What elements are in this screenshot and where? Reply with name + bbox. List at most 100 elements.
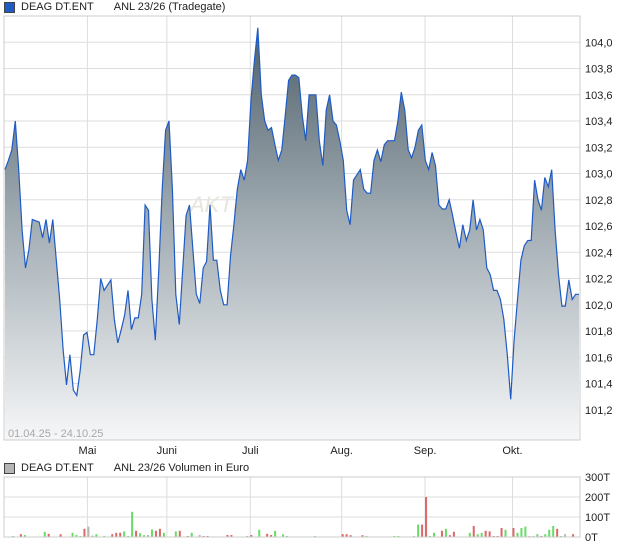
- price-legend: DEAG DT.ENT ANL 23/26 (Tradegate): [4, 1, 225, 13]
- price-y-tick: 103,4: [585, 116, 613, 128]
- price-y-tick: 102,6: [585, 221, 613, 233]
- volume-bar: [524, 526, 527, 537]
- volume-bar: [556, 528, 559, 537]
- volume-bar: [95, 534, 98, 537]
- volume-bar: [143, 535, 146, 537]
- volume-bar: [361, 535, 364, 537]
- volume-bar: [516, 532, 519, 537]
- volume-bar: [226, 535, 229, 537]
- volume-bar: [150, 529, 153, 537]
- volume-bar: [440, 530, 443, 537]
- date-range-label: 01.04.25 - 24.10.25: [8, 428, 103, 440]
- volume-bar: [190, 532, 193, 537]
- volume-bar: [548, 529, 551, 537]
- volume-y-tick: 200T: [585, 492, 610, 504]
- volume-bar: [83, 528, 86, 537]
- price-y-tick: 101,8: [585, 326, 613, 338]
- volume-bar: [270, 535, 273, 537]
- volume-legend-series: DEAG DT.ENT: [21, 462, 94, 474]
- volume-bar: [425, 497, 428, 537]
- volume-bar: [472, 526, 475, 537]
- volume-bar: [258, 529, 261, 537]
- volume-y-tick: 0T: [585, 532, 598, 544]
- volume-bar: [59, 534, 62, 537]
- volume-y-tick: 100T: [585, 512, 610, 524]
- volume-bar: [520, 528, 523, 537]
- volume-bar: [274, 530, 277, 537]
- volume-bar: [433, 532, 436, 537]
- volume-bar: [421, 524, 424, 537]
- volume-bar: [417, 524, 420, 537]
- volume-bar: [250, 535, 253, 537]
- volume-bar: [230, 535, 233, 537]
- price-y-tick: 103,8: [585, 64, 613, 76]
- volume-bar: [480, 532, 483, 537]
- price-y-tick: 104,0: [585, 37, 613, 49]
- volume-bar: [512, 528, 515, 537]
- volume-bar: [135, 530, 138, 537]
- volume-bar: [536, 534, 539, 537]
- price-y-tick: 101,4: [585, 379, 613, 391]
- x-tick-label: Mai: [79, 445, 97, 457]
- volume-bar: [115, 532, 118, 537]
- volume-bar: [131, 511, 134, 537]
- volume-bar: [158, 528, 161, 537]
- price-y-tick: 102,8: [585, 195, 613, 207]
- volume-bar: [564, 534, 567, 537]
- volume-bar: [111, 534, 114, 537]
- volume-bar: [341, 534, 344, 537]
- volume-bar: [47, 533, 50, 537]
- volume-bar: [266, 533, 269, 537]
- volume-legend-instrument: ANL 23/26 Volumen in Euro: [113, 462, 250, 474]
- x-tick-label: Juni: [157, 445, 177, 457]
- price-y-tick: 101,6: [585, 352, 613, 364]
- volume-bar: [468, 532, 471, 537]
- volume-bar: [500, 528, 503, 537]
- volume-bar: [119, 532, 122, 537]
- volume-bar: [198, 535, 201, 537]
- x-tick-label: Aug.: [330, 445, 353, 457]
- price-area: [5, 27, 579, 441]
- volume-bar: [178, 530, 181, 537]
- volume-bar: [552, 526, 555, 537]
- volume-bar: [43, 531, 46, 537]
- volume-bar: [123, 531, 126, 537]
- price-plot-frame: [3, 15, 581, 441]
- volume-legend: DEAG DT.ENT ANL 23/26 Volumen in Euro: [4, 462, 249, 474]
- volume-bar: [282, 534, 285, 537]
- volume-bar: [154, 530, 157, 537]
- volume-bar: [91, 535, 94, 537]
- volume-bar: [448, 535, 451, 537]
- x-tick-label: Juli: [242, 445, 259, 457]
- price-legend-series: DEAG DT.ENT: [21, 1, 94, 13]
- volume-bar: [174, 531, 177, 537]
- volume-bar: [452, 531, 455, 537]
- price-line: [4, 27, 579, 400]
- volume-y-tick: 300T: [585, 472, 610, 484]
- volume-bar: [23, 535, 26, 537]
- price-y-tick: 103,0: [585, 169, 613, 181]
- volume-bar: [87, 526, 90, 537]
- volume-bar: [75, 535, 78, 537]
- price-y-tick: 102,2: [585, 274, 613, 286]
- volume-bar: [349, 535, 352, 537]
- price-y-tick: 101,2: [585, 405, 613, 417]
- x-tick-label: Sep.: [414, 445, 437, 457]
- volume-bar: [162, 532, 165, 537]
- volume-bar: [444, 528, 447, 537]
- volume-bar: [572, 534, 575, 537]
- price-legend-swatch: [4, 1, 15, 13]
- volume-bar: [71, 532, 74, 537]
- volume-bar: [476, 534, 479, 537]
- x-tick-label: Okt.: [502, 445, 522, 457]
- volume-bar: [139, 533, 142, 537]
- price-y-tick: 103,2: [585, 142, 613, 154]
- volume-bar: [345, 534, 348, 537]
- price-y-tick: 102,0: [585, 300, 613, 312]
- volume-bar: [544, 534, 547, 537]
- volume-bar: [484, 530, 487, 537]
- price-legend-instrument: ANL 23/26 (Tradegate): [113, 1, 226, 13]
- price-y-tick: 103,6: [585, 90, 613, 102]
- volume-bar: [488, 531, 491, 537]
